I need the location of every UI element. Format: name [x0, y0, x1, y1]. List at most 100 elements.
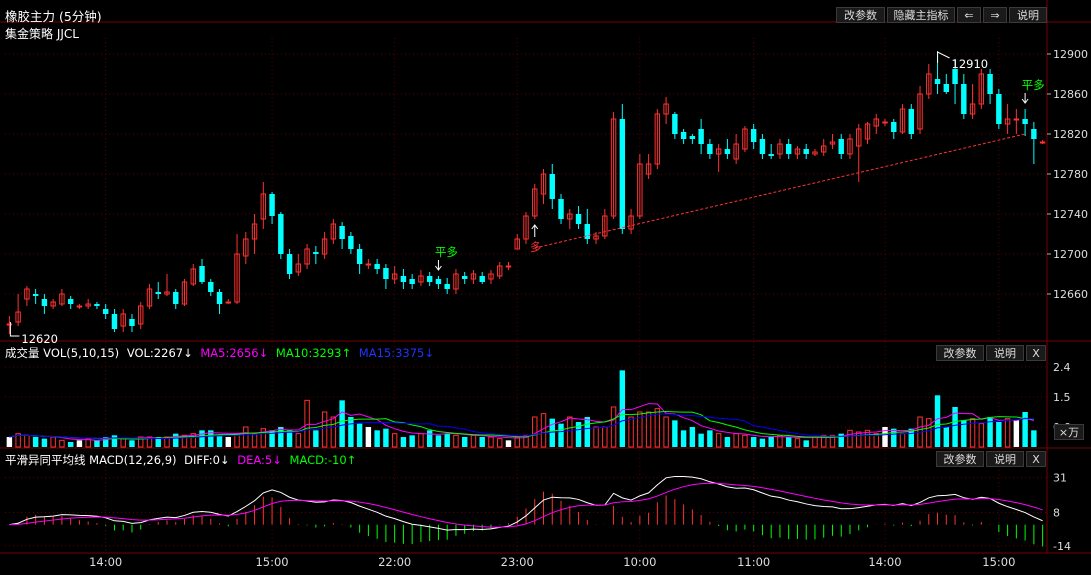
macd-help-button[interactable]: 说明 [986, 451, 1024, 467]
price-tick-label-1: 12700 [1053, 248, 1088, 261]
macd-change-params-button[interactable]: 改参数 [936, 451, 984, 467]
macd-diff-line [9, 475, 1043, 531]
price-tick-label-3: 12780 [1053, 168, 1088, 181]
hide-main-indicator-button[interactable]: 隐藏主指标 [887, 7, 955, 23]
candle-body-up [969, 103, 976, 115]
candle-body-down [672, 114, 678, 134]
candle-body-up [1013, 118, 1020, 121]
macd-title-group: 平滑异同平均线 MACD(12,26,9) DIFF:0↓ DEA:5↓ MAC… [5, 452, 356, 468]
volume-bar-down [1031, 430, 1037, 447]
candle-body-down [199, 266, 205, 282]
candle-body-up [330, 223, 337, 240]
candle-body-down [698, 129, 704, 144]
volume-bar-up [164, 436, 170, 448]
volume-bar-down [313, 430, 319, 447]
candle-body-down [41, 299, 48, 306]
next-arrow-icon[interactable]: ⇒ [983, 7, 1007, 23]
candle-body-down [400, 276, 407, 282]
candle-body-up [251, 223, 258, 240]
volume-bar-down [987, 417, 993, 447]
candle-body-down [348, 236, 354, 249]
volume-bar-up [715, 433, 722, 448]
macd-dea-line [9, 482, 1043, 528]
candle-body-down [838, 139, 844, 154]
volume-ma5: MA5:2656↓ [200, 346, 269, 360]
candle-body-down [269, 194, 275, 216]
volume-bar-up [645, 411, 652, 448]
volume-bar-up [864, 429, 871, 448]
volume-bar-flat [882, 427, 888, 447]
candle-body-up [654, 113, 661, 165]
volume-ma10: MA10:3293↑ [275, 346, 352, 360]
candle-body-down [785, 144, 792, 154]
candle-body-up [628, 215, 634, 230]
volume-bar-down [111, 435, 118, 447]
time-tick-label-2: 22:00 [378, 555, 411, 569]
volume-bar-up [15, 433, 21, 448]
candle-body-down [558, 199, 564, 219]
volume-bar-down [934, 395, 941, 447]
volume-bar-up [488, 436, 494, 448]
change-params-button[interactable]: 改参数 [836, 7, 885, 23]
candle-body-up [6, 323, 13, 326]
volume-bar-down [707, 430, 713, 447]
volume-bar-down [41, 438, 48, 447]
volume-bar-down [724, 437, 731, 447]
candle-body-up [1039, 141, 1046, 144]
time-tick-label-0: 14:00 [89, 555, 122, 569]
candle-body-up [978, 73, 985, 105]
candle-body-up [181, 281, 188, 305]
vol-change-params-button[interactable]: 改参数 [936, 345, 984, 361]
candle-body-up [164, 291, 170, 295]
candle-body-down [461, 276, 468, 279]
macd-close-icon[interactable]: X [1026, 451, 1046, 467]
high-marker [937, 51, 950, 63]
candle-body-up [1004, 118, 1011, 125]
candle-body-up [243, 238, 249, 257]
candle-body-up [523, 215, 529, 240]
volume-bar-flat [6, 437, 13, 447]
volume-bar-up [812, 436, 818, 448]
candle-body-up [418, 275, 424, 283]
candle-body-up [514, 238, 520, 250]
vol-ma5-line [9, 403, 1035, 441]
candle-body-up [882, 121, 888, 124]
volume-bar-down [680, 430, 687, 447]
candle-body-up [610, 118, 617, 217]
candle-body-up [76, 305, 83, 308]
volume-bar-up [391, 433, 398, 448]
volume-bar-flat [365, 427, 372, 447]
volume-bar-up [330, 416, 337, 448]
candle-body-down [208, 282, 214, 292]
volume-bar-up [926, 418, 932, 448]
candle-body-up [847, 138, 853, 155]
volume-bar-down [199, 430, 205, 447]
prev-arrow-icon[interactable]: ⇐ [957, 7, 981, 23]
volume-unit: ×万 [1054, 424, 1084, 440]
volume-bar-up [321, 411, 328, 448]
volume-bar-up [50, 436, 56, 448]
candle-body-up [663, 103, 669, 115]
candle-body-up [645, 163, 652, 175]
candle-body-up [234, 253, 240, 303]
volume-bar-up [540, 413, 547, 448]
candle-body-down [111, 314, 118, 329]
candle-body-down [339, 226, 345, 239]
candle-body-down [435, 279, 442, 284]
volume-bar-up [295, 433, 302, 448]
volume-bar-up [829, 434, 836, 448]
candle-body-up [295, 263, 302, 273]
vol-close-icon[interactable]: X [1026, 345, 1046, 361]
candle-body-up [146, 288, 153, 307]
price-tick-label-6: 12900 [1053, 48, 1088, 61]
candle-body-down [803, 149, 809, 154]
candle-body-down [409, 279, 415, 284]
volume-bar-up [453, 434, 459, 448]
volume-bar-down [374, 430, 380, 447]
volume-bar-down [689, 427, 696, 447]
help-button[interactable]: 说明 [1009, 7, 1047, 23]
volume-bar-down [961, 420, 967, 447]
macd-tick-label-0: 31 [1053, 472, 1067, 485]
volume-bar-down [672, 420, 678, 447]
vol-help-button[interactable]: 说明 [986, 345, 1024, 361]
